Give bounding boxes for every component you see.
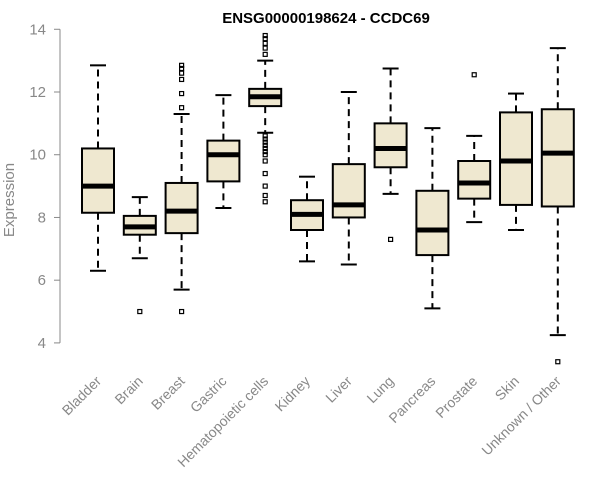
outlier-point: [179, 65, 185, 72]
x-tick-label: Brain: [111, 373, 145, 407]
outlier-point: [179, 90, 185, 97]
y-tick-label: 14: [29, 21, 46, 38]
x-tick-label: Liver: [322, 373, 355, 406]
y-tick-label: 8: [38, 209, 46, 226]
box-liver: [331, 91, 366, 266]
outlier-point: [137, 308, 143, 315]
y-axis-label: Expression: [1, 163, 18, 237]
outlier-point: [262, 148, 268, 155]
outlier-point: [262, 45, 268, 51]
iqr-box: [457, 160, 492, 200]
boxes: [81, 32, 575, 365]
box-unknown-other: [540, 47, 575, 365]
outlier-point: [262, 158, 268, 164]
outlier-point: [262, 183, 268, 189]
y-tick-label: 10: [29, 147, 46, 164]
outlier-point: [555, 359, 561, 365]
iqr-box: [373, 122, 408, 169]
box-skin: [499, 92, 533, 231]
iqr-box: [331, 163, 366, 219]
box-brain: [122, 196, 157, 315]
y-tick-label: 12: [29, 84, 46, 101]
box-pancreas: [415, 127, 450, 310]
outlier-point: [262, 145, 268, 152]
iqr-box: [540, 108, 575, 208]
y-tick-label: 4: [38, 335, 46, 352]
outlier-point: [262, 199, 268, 205]
outlier-point: [262, 36, 268, 42]
iqr-box: [415, 189, 450, 257]
box-gastric: [206, 94, 241, 210]
iqr-box: [81, 147, 115, 214]
iqr-box: [206, 139, 241, 183]
outlier-point: [262, 133, 268, 139]
x-tick-label: Kidney: [272, 373, 314, 415]
x-tick-label: Bladder: [59, 373, 105, 419]
outlier-point: [179, 105, 185, 111]
outlier-point: [262, 32, 268, 39]
iqr-box: [164, 181, 199, 235]
outlier-point: [262, 152, 268, 158]
box-kidney: [290, 175, 324, 263]
outlier-point: [262, 51, 268, 57]
box-prostate: [457, 72, 492, 224]
outlier-point: [179, 308, 185, 315]
outlier-point: [262, 142, 268, 148]
x-tick-label: Prostate: [432, 373, 480, 421]
x-tick-label: Unknown / Other: [478, 373, 564, 459]
outlier-point: [179, 70, 185, 76]
x-tick-label: Skin: [492, 373, 523, 404]
outlier-point: [262, 136, 268, 142]
outlier-point: [179, 62, 185, 68]
outlier-point: [262, 40, 268, 46]
x-tick-label: Breast: [148, 373, 188, 413]
y-axis: 4 6 8 10 12 14: [29, 21, 61, 352]
outlier-point: [179, 76, 185, 83]
x-tick-label: Lung: [363, 373, 396, 406]
outlier-point: [471, 72, 477, 78]
outlier-point: [262, 139, 268, 145]
box-hematopoietic-cells: [248, 32, 283, 205]
outlier-point: [262, 192, 268, 199]
outlier-point: [262, 170, 268, 177]
outlier-point: [388, 236, 394, 243]
box-bladder: [81, 64, 115, 272]
box-lung: [373, 67, 408, 243]
box-breast: [164, 62, 199, 315]
chart-title: ENSG00000198624 - CCDC69: [222, 10, 430, 27]
y-tick-label: 6: [38, 272, 46, 289]
